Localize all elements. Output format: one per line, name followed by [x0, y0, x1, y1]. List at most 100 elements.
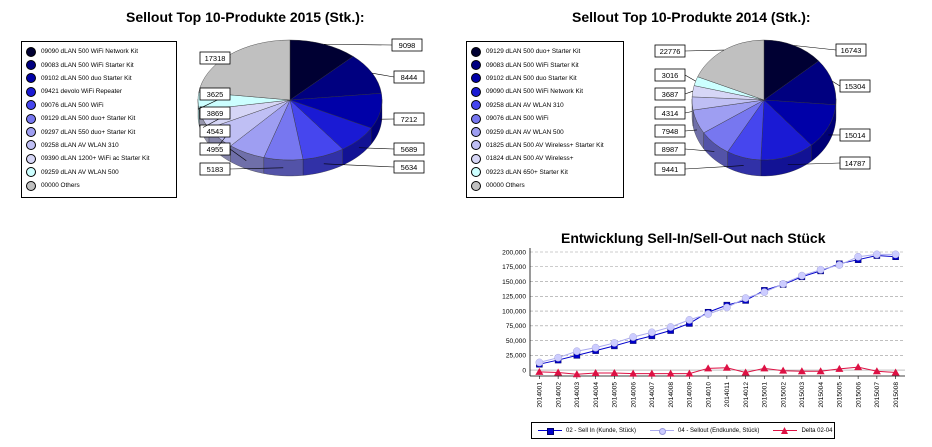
line-chart-axes: 0 25,000 50,000 75,000 100,000 125,000 150,000… — [502, 248, 905, 408]
legend-label: 00000 Others — [486, 182, 525, 190]
data-point-delta — [797, 367, 806, 375]
callout-leader — [684, 148, 715, 152]
svg-text:3687: 3687 — [662, 90, 679, 99]
y-tick-label: 50,000 — [506, 338, 527, 345]
data-point-sellout — [723, 303, 731, 312]
data-point-sellout — [704, 310, 712, 318]
data-point-sellout — [891, 250, 900, 259]
svg-text:9098: 9098 — [399, 41, 416, 50]
svg-text:3625: 3625 — [207, 90, 224, 99]
pie-value-label: 5689 — [393, 142, 425, 156]
data-point-delta — [591, 369, 600, 377]
pie-slice-side — [263, 157, 304, 177]
legend-swatch — [471, 153, 481, 164]
data-point-sellout — [591, 343, 600, 352]
x-tick-label: 2014004 — [593, 382, 600, 408]
y-tick-label: 175,000 — [502, 264, 526, 271]
pie-2015-legend-item: 09083 dLAN 500 WiFi Starter Kit — [26, 58, 172, 71]
series-line — [539, 366, 896, 375]
x-tick-label: 2015004 — [818, 382, 825, 408]
callout-leader — [684, 129, 698, 132]
svg-text:15304: 15304 — [845, 82, 866, 91]
callout-leader — [372, 72, 395, 78]
legend-swatch — [26, 60, 36, 71]
svg-text:7212: 7212 — [401, 115, 418, 124]
line-chart-legend: 02 - Sell In (Kunde, Stück) 04 - Sellout… — [531, 422, 835, 439]
svg-text:14787: 14787 — [845, 159, 866, 168]
svg-text:15014: 15014 — [845, 131, 866, 140]
legend-swatch — [471, 86, 481, 97]
callout-leader — [323, 43, 393, 46]
x-tick-label: 2014001 — [537, 382, 544, 408]
pie-value-label: 14787 — [839, 156, 871, 170]
callout-leader — [684, 165, 744, 170]
x-tick-label: 2014011 — [724, 382, 731, 408]
svg-text:5634: 5634 — [401, 163, 418, 172]
legend-label: 09223 dLAN 650+ Starter Kit — [486, 168, 568, 176]
pie-2014-chart: 16743 15304 15014 14787 9441 8987 7948 4314 3687… — [654, 39, 871, 177]
pie-value-label: 15014 — [839, 128, 871, 142]
y-tick-label: 200,000 — [502, 249, 526, 256]
legend-swatch — [471, 140, 481, 151]
legend-swatch — [26, 86, 36, 97]
pie-value-label: 3016 — [654, 68, 686, 82]
legend-label: 09258 dLAN AV WLAN 310 — [41, 141, 119, 149]
pie-2015-legend-item: 09421 devolo WiFi Repeater — [26, 85, 172, 98]
data-point-delta — [610, 369, 619, 377]
data-point-sellout — [741, 294, 750, 302]
pie-2015-legend-item: 09297 dLAN 550 duo+ Starter Kit — [26, 125, 172, 138]
pie-2014-legend-item: 09259 dLAN AV WLAN 500 — [471, 125, 619, 138]
x-tick-label: 2014003 — [574, 382, 581, 408]
x-tick-label: 2014010 — [705, 382, 712, 408]
legend-label: 09083 dLAN 500 WiFi Starter Kit — [486, 61, 579, 69]
svg-text:5183: 5183 — [207, 165, 224, 174]
pie-slice — [763, 60, 837, 105]
data-point-sellout — [873, 250, 881, 259]
y-tick-label: 75,000 — [506, 323, 527, 330]
callout-leader — [794, 45, 837, 51]
callout-leader — [358, 147, 395, 150]
legend-label: 01824 dLAN 500 AV Wireless+ — [486, 155, 574, 163]
pie-2015-legend-item: 09390 dLAN 1200+ WiFi ac Starter Kit — [26, 152, 172, 165]
svg-text:3869: 3869 — [207, 109, 224, 118]
callout-leader — [832, 81, 841, 87]
data-point-delta — [685, 369, 694, 377]
pie-value-label: 9098 — [391, 38, 423, 52]
callout-leader — [229, 148, 247, 162]
legend-label: 09090 dLAN 500 WiFi Network Kit — [486, 88, 583, 96]
data-point-sellout — [816, 265, 825, 274]
svg-text:17318: 17318 — [205, 54, 226, 63]
legend-swatch — [471, 167, 481, 178]
legend-label: 09129 dLAN 500 duo+ Starter Kit — [41, 115, 136, 123]
callout-leader — [684, 90, 693, 95]
svg-text:8444: 8444 — [401, 73, 418, 82]
pie-value-label: 15304 — [839, 79, 871, 93]
legend-label: 00000 Others — [41, 182, 80, 190]
callout-leader — [684, 49, 725, 52]
legend-label: 09297 dLAN 550 duo+ Starter Kit — [41, 128, 136, 136]
data-point-delta — [741, 368, 750, 376]
legend-label-sellout: 04 - Sellout (Endkunde, Stück) — [678, 427, 760, 434]
legend-label-sellin: 02 - Sell In (Kunde, Stück) — [566, 427, 637, 434]
x-tick-label: 2014006 — [630, 382, 637, 408]
pie-value-label: 7948 — [654, 124, 686, 138]
legend-label: 09083 dLAN 500 WiFi Starter Kit — [41, 61, 134, 69]
legend-label: 09102 dLAN 500 duo Starter Kit — [41, 74, 132, 82]
data-point-delta — [779, 366, 788, 374]
pie-2014-legend: 09129 dLAN 500 duo+ Starter Kit 09083 dLA… — [466, 41, 624, 198]
x-tick-label: 2015007 — [874, 382, 881, 408]
legend-label: 09090 dLAN 500 WiFi Network Kit — [41, 48, 138, 56]
pie-2014-legend-item: 01825 dLAN 500 AV Wireless+ Starter Kit — [471, 139, 619, 152]
line-chart: 0 25,000 50,000 75,000 100,000 125,000 150,000… — [502, 248, 905, 408]
svg-text:5689: 5689 — [401, 145, 418, 154]
line-chart-title: Entwicklung Sell-In/Sell-Out nach Stück — [561, 230, 826, 246]
svg-text:22776: 22776 — [660, 47, 681, 56]
x-tick-label: 2015005 — [837, 382, 844, 408]
pie-value-label: 5183 — [199, 162, 231, 176]
data-point-delta — [872, 367, 881, 375]
pie-2015-legend-item: 09258 dLAN AV WLAN 310 — [26, 139, 172, 152]
pie-2015-chart: 9098 8444 7212 5689 5634 5183 4955 4543 3869 3625… — [197, 38, 425, 177]
legend-label: 09259 dLAN AV WLAN 500 — [41, 168, 119, 176]
svg-text:7948: 7948 — [662, 127, 679, 136]
